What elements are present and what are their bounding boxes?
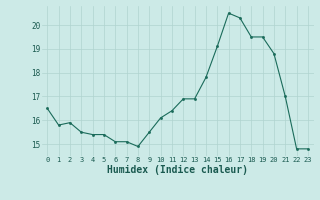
X-axis label: Humidex (Indice chaleur): Humidex (Indice chaleur) [107, 165, 248, 175]
